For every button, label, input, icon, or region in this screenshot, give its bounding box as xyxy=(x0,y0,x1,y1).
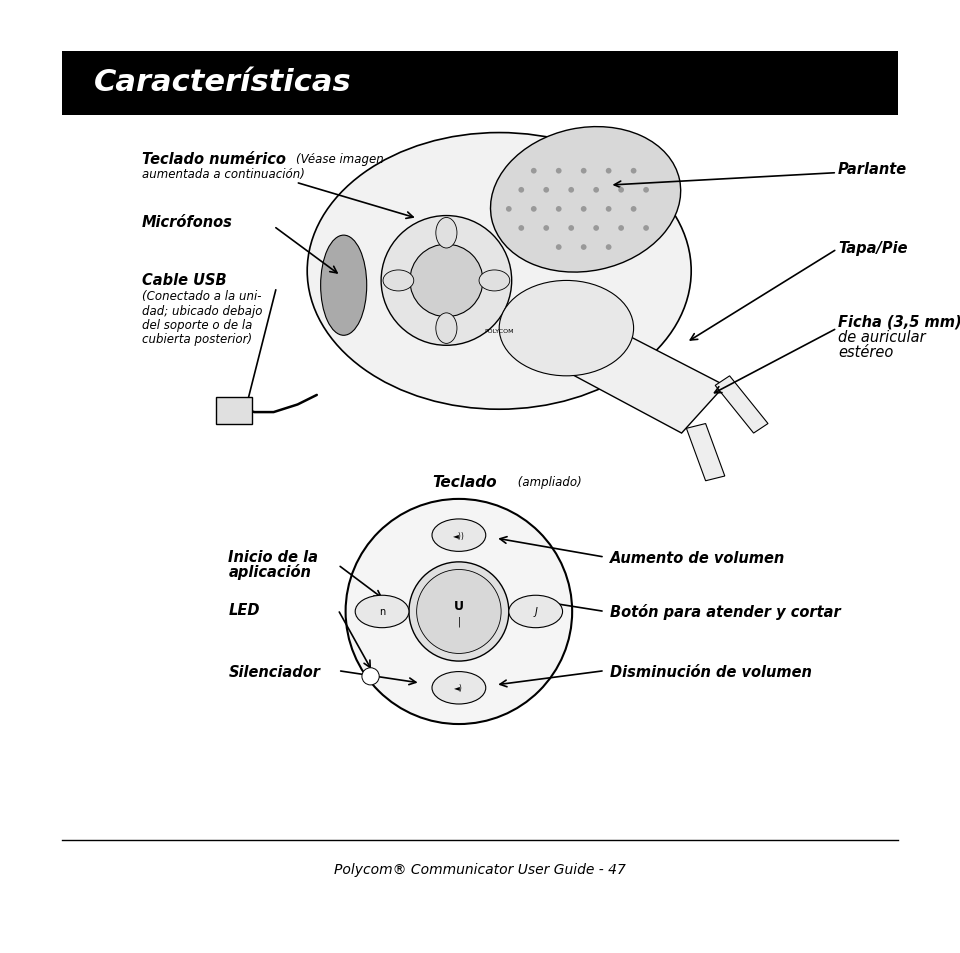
Circle shape xyxy=(643,226,649,232)
Text: |: | xyxy=(457,616,461,627)
Ellipse shape xyxy=(383,271,414,292)
Circle shape xyxy=(543,188,549,193)
Text: Micrófonos: Micrófonos xyxy=(142,214,233,230)
Ellipse shape xyxy=(321,236,367,336)
Text: Ficha (3,5 mm): Ficha (3,5 mm) xyxy=(838,314,960,330)
Text: cubierta posterior): cubierta posterior) xyxy=(142,333,252,346)
Circle shape xyxy=(531,169,537,174)
Circle shape xyxy=(606,245,612,251)
Text: ◄)): ◄)) xyxy=(453,531,465,540)
Circle shape xyxy=(618,188,624,193)
Ellipse shape xyxy=(432,519,486,552)
Text: del soporte o de la: del soporte o de la xyxy=(142,318,252,332)
Circle shape xyxy=(518,188,524,193)
Circle shape xyxy=(593,188,599,193)
Text: dad; ubicado debajo: dad; ubicado debajo xyxy=(142,304,263,317)
Polygon shape xyxy=(557,319,725,434)
Text: Cable USB: Cable USB xyxy=(142,273,227,288)
Circle shape xyxy=(556,169,562,174)
Ellipse shape xyxy=(436,314,457,344)
Text: de auricular: de auricular xyxy=(838,330,925,345)
Text: Tapa/Pie: Tapa/Pie xyxy=(838,240,907,255)
Circle shape xyxy=(581,245,587,251)
Text: Silenciador: Silenciador xyxy=(228,664,321,679)
Circle shape xyxy=(362,668,379,685)
Circle shape xyxy=(606,169,612,174)
Text: aumentada a continuación): aumentada a continuación) xyxy=(142,168,305,181)
Circle shape xyxy=(643,188,649,193)
Circle shape xyxy=(581,169,587,174)
Polygon shape xyxy=(715,376,768,434)
Circle shape xyxy=(506,207,512,213)
Ellipse shape xyxy=(432,672,486,704)
Text: Inicio de la: Inicio de la xyxy=(228,549,319,564)
Circle shape xyxy=(568,188,574,193)
Text: estéreo: estéreo xyxy=(838,345,894,360)
Circle shape xyxy=(606,207,612,213)
Text: ◄): ◄) xyxy=(454,683,464,693)
Text: LED: LED xyxy=(228,602,260,618)
Text: Botón para atender y cortar: Botón para atender y cortar xyxy=(610,604,840,619)
Text: (ampliado): (ampliado) xyxy=(514,476,582,489)
Circle shape xyxy=(556,245,562,251)
FancyBboxPatch shape xyxy=(62,51,898,116)
Ellipse shape xyxy=(499,281,634,376)
Circle shape xyxy=(593,226,599,232)
Ellipse shape xyxy=(436,218,457,249)
Circle shape xyxy=(531,207,537,213)
Text: aplicación: aplicación xyxy=(228,564,311,579)
Text: J: J xyxy=(535,607,537,617)
Text: Aumento de volumen: Aumento de volumen xyxy=(610,550,785,565)
Ellipse shape xyxy=(479,271,510,292)
Circle shape xyxy=(518,226,524,232)
Text: Disminución de volumen: Disminución de volumen xyxy=(610,664,811,679)
Circle shape xyxy=(543,226,549,232)
Circle shape xyxy=(631,207,636,213)
Text: U: U xyxy=(454,599,464,613)
Text: Teclado numérico: Teclado numérico xyxy=(142,152,291,167)
FancyBboxPatch shape xyxy=(216,397,252,424)
Circle shape xyxy=(410,245,483,317)
Ellipse shape xyxy=(355,596,409,628)
Circle shape xyxy=(618,226,624,232)
Circle shape xyxy=(417,570,501,654)
Circle shape xyxy=(381,216,512,346)
Text: POLYCOM: POLYCOM xyxy=(485,328,514,334)
Circle shape xyxy=(631,169,636,174)
Ellipse shape xyxy=(307,133,691,410)
Text: (Véase imagen: (Véase imagen xyxy=(296,152,383,166)
Circle shape xyxy=(568,226,574,232)
Circle shape xyxy=(409,562,509,661)
Circle shape xyxy=(346,499,572,724)
Text: Parlante: Parlante xyxy=(838,162,907,177)
Ellipse shape xyxy=(491,128,681,273)
Circle shape xyxy=(556,207,562,213)
Circle shape xyxy=(581,207,587,213)
Text: Polycom® Communicator User Guide - 47: Polycom® Communicator User Guide - 47 xyxy=(334,862,626,876)
Polygon shape xyxy=(686,424,725,481)
Text: Características: Características xyxy=(94,68,351,96)
Text: Teclado: Teclado xyxy=(432,475,496,490)
Text: n: n xyxy=(379,607,385,617)
Text: (Conectado a la uni-: (Conectado a la uni- xyxy=(142,290,261,303)
Ellipse shape xyxy=(509,596,563,628)
